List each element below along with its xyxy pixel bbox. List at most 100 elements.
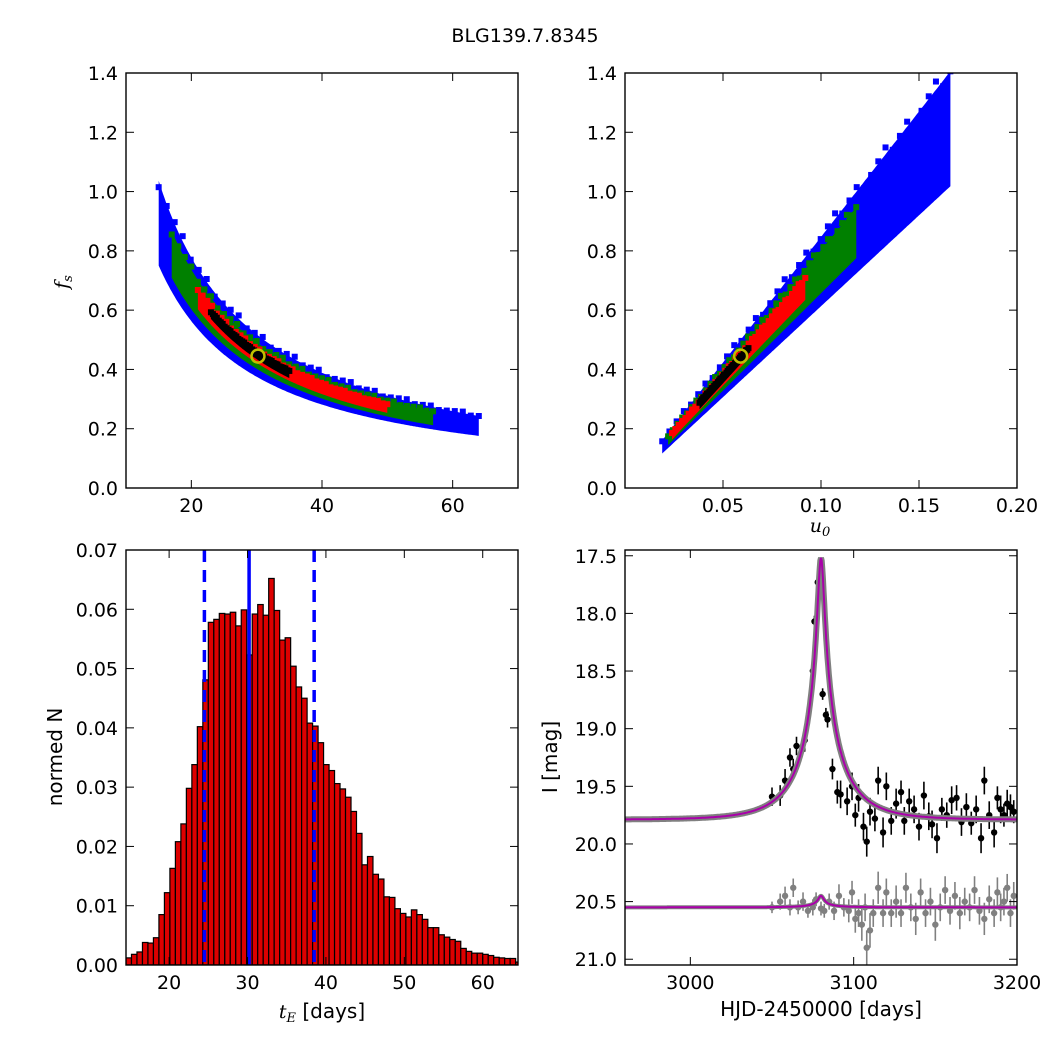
data-point-secondary bbox=[866, 927, 874, 934]
xtick-label: 20 bbox=[157, 972, 181, 994]
histogram-bar bbox=[454, 940, 462, 965]
confidence-cell-3-sigma bbox=[331, 375, 338, 382]
data-point-primary bbox=[829, 765, 836, 773]
confidence-cell-3-sigma bbox=[347, 379, 354, 386]
confidence-cell-2-sigma bbox=[839, 220, 846, 227]
confidence-cell-2-sigma bbox=[825, 236, 832, 243]
confidence-cell-3-sigma bbox=[788, 274, 795, 281]
histogram-bar bbox=[366, 855, 374, 965]
confidence-cell-3-sigma bbox=[283, 350, 290, 357]
data-point-secondary bbox=[917, 889, 924, 896]
confidence-cell-3-sigma bbox=[219, 300, 226, 307]
histogram-bar bbox=[290, 665, 297, 965]
confidence-cell-1-sigma bbox=[294, 370, 301, 377]
confidence-cell-2-sigma bbox=[371, 392, 378, 399]
confidence-cell-3-sigma bbox=[853, 184, 860, 191]
confidence-cell-3-sigma bbox=[451, 408, 458, 415]
confidence-cell-1-sigma bbox=[752, 333, 759, 340]
confidence-cell-1-sigma bbox=[341, 387, 348, 394]
ylabel-light-curve: I [mag] bbox=[538, 721, 562, 793]
xtick-label: 0.05 bbox=[702, 495, 744, 517]
xtick-label: 3000 bbox=[666, 972, 714, 994]
confidence-cell-1-sigma bbox=[223, 318, 230, 325]
histogram-bar bbox=[399, 912, 407, 965]
data-point-primary bbox=[953, 794, 960, 802]
xtick-label: 3200 bbox=[993, 972, 1041, 994]
model-curve-secondary bbox=[625, 894, 1017, 909]
confidence-cell-1-sigma bbox=[682, 415, 689, 422]
confidence-cell-2-sigma bbox=[364, 391, 371, 398]
confidence-cell-2-sigma bbox=[240, 330, 247, 337]
ytick-label: 0.03 bbox=[76, 777, 118, 799]
data-point-secondary bbox=[1000, 898, 1008, 905]
confidence-cell-3-sigma bbox=[187, 256, 194, 263]
ytick-label: 20.5 bbox=[575, 892, 617, 914]
confidence-cell-2-sigma bbox=[754, 324, 761, 331]
panel-fs-vs-tE: 20 40 60 0.0 0.2 0.4 0.6 0.8 1.0 1.2 1.4 fs bbox=[51, 63, 519, 517]
confidence-cell-3-sigma bbox=[387, 394, 394, 401]
histogram-bar bbox=[416, 914, 423, 965]
confidence-cell-1-sigma bbox=[209, 302, 216, 309]
histogram-bar bbox=[191, 764, 198, 965]
confidence-cell-3-sigma bbox=[195, 266, 202, 273]
histogram-bar bbox=[443, 936, 451, 965]
histogram-bar bbox=[377, 878, 385, 965]
confidence-cell-1-sigma bbox=[785, 295, 792, 302]
histogram-bar bbox=[279, 639, 286, 965]
data-point-secondary bbox=[990, 909, 998, 917]
confidence-cell-2-sigma bbox=[260, 345, 267, 352]
histogram-bar bbox=[372, 873, 380, 965]
xtick-label: 3100 bbox=[829, 972, 877, 994]
xtick-label: 0.10 bbox=[800, 495, 842, 517]
confidence-cell-3-sigma bbox=[355, 385, 362, 392]
confidence-cell-1-sigma bbox=[745, 340, 752, 347]
histogram-bar bbox=[410, 909, 418, 965]
data-point-secondary bbox=[971, 886, 978, 894]
histogram-bar bbox=[218, 612, 226, 965]
confidence-cell-3-sigma bbox=[817, 236, 824, 243]
histogram-bar bbox=[240, 609, 248, 965]
data-point-primary bbox=[883, 783, 890, 790]
confidence-cell-2-sigma bbox=[227, 316, 234, 323]
confidence-cell-2-sigma bbox=[403, 402, 410, 409]
confidence-cell-2-sigma bbox=[796, 275, 803, 282]
confidence-cell-1-sigma bbox=[299, 371, 306, 378]
histogram-bar bbox=[394, 908, 401, 965]
histogram-bar bbox=[152, 937, 160, 965]
data-point-secondary bbox=[1010, 892, 1017, 900]
confidence-cell-3-sigma bbox=[251, 329, 258, 336]
confidence-cell-2-sigma bbox=[390, 398, 397, 405]
data-point-secondary bbox=[821, 907, 828, 915]
confidence-cell-3-sigma bbox=[203, 275, 210, 282]
confidence-cell-3-sigma bbox=[932, 78, 939, 85]
confidence-cell-2-sigma bbox=[815, 251, 822, 258]
confidence-cell-2-sigma bbox=[181, 253, 188, 260]
confidence-cell-3-sigma bbox=[868, 171, 875, 178]
histogram-bar bbox=[273, 609, 281, 965]
confidence-cell-2-sigma bbox=[745, 333, 752, 340]
data-point-secondary bbox=[897, 909, 905, 917]
data-point-secondary bbox=[845, 907, 852, 915]
histogram-bar bbox=[460, 947, 467, 965]
best-fit-marker bbox=[250, 348, 266, 364]
histogram-bar bbox=[224, 613, 231, 965]
data-point-secondary bbox=[858, 921, 866, 928]
confidence-cell-1-sigma bbox=[237, 332, 244, 339]
confidence-cell-3-sigma bbox=[904, 118, 911, 125]
confidence-cell-3-sigma bbox=[731, 342, 738, 349]
plot-area-light-curve bbox=[625, 557, 1017, 965]
confidence-cell-1-sigma bbox=[778, 302, 785, 309]
data-point-primary bbox=[915, 823, 923, 830]
data-point-primary bbox=[981, 777, 988, 784]
data-point-primary bbox=[892, 800, 900, 807]
xtick-label: 50 bbox=[392, 972, 416, 994]
histogram-bar bbox=[196, 726, 204, 965]
data-point-primary bbox=[852, 811, 859, 819]
confidence-cell-1-sigma bbox=[313, 378, 320, 385]
histogram-bar bbox=[465, 950, 473, 965]
data-point-secondary bbox=[781, 892, 789, 900]
confidence-cell-3-sigma bbox=[371, 387, 378, 394]
ytick-label: 1.2 bbox=[587, 122, 617, 144]
data-point-secondary bbox=[883, 889, 890, 896]
confidence-cell-2-sigma bbox=[801, 267, 808, 274]
